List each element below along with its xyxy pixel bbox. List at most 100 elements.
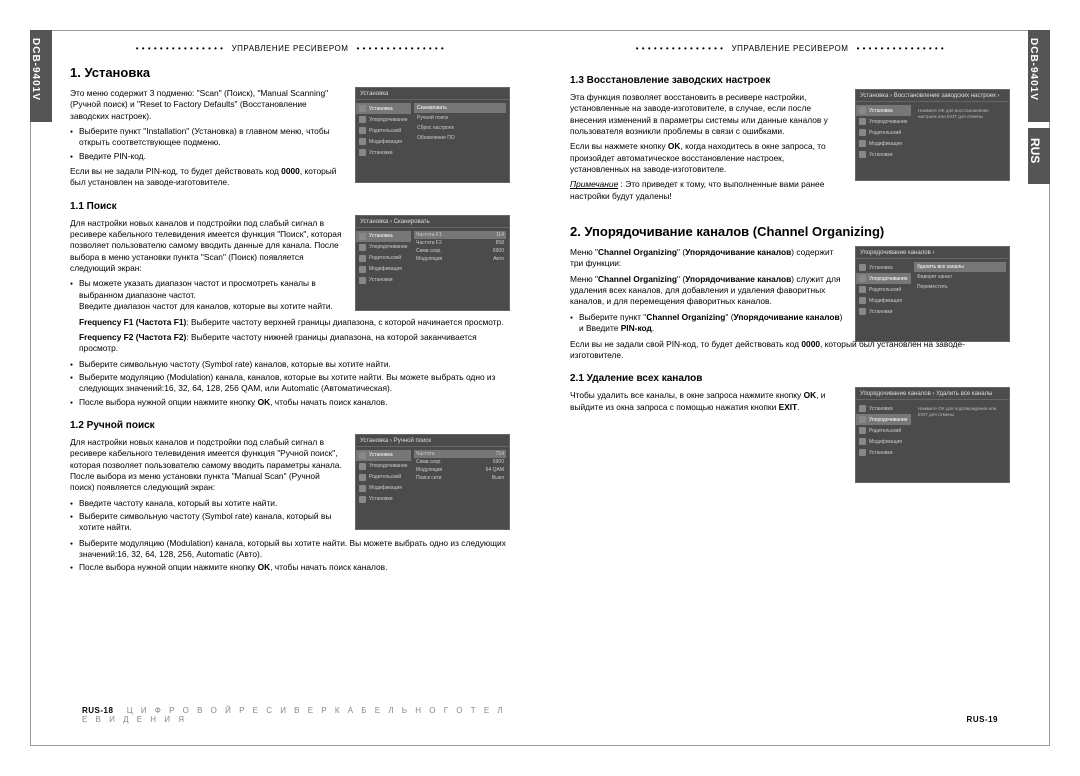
submenu-item: Сканировать <box>414 103 506 113</box>
list-item: Выберите модуляцию (Modulation) канала, … <box>70 538 510 561</box>
paragraph: Это меню содержит 3 подменю: "Scan" (Пои… <box>70 88 345 122</box>
menu-item: Установки <box>856 447 911 458</box>
menu-item: Родительский <box>356 472 411 483</box>
bullet-list: Выберите модуляцию (Modulation) канала, … <box>70 538 510 574</box>
paragraph: Чтобы удалить все каналы, в окне запроса… <box>570 390 845 413</box>
model-label: DCB-9401V <box>1028 30 1039 101</box>
menu-item: Родительский <box>356 125 411 136</box>
screenshot-title: Установка <box>356 88 509 100</box>
menu-item: Родительский <box>356 253 411 264</box>
screenshot-right-pane: Нажмите OK для восстановления настроек и… <box>911 102 1009 176</box>
menu-item: Установка <box>356 103 411 114</box>
screenshot-title: Установка › Сканировать <box>356 216 509 228</box>
page-footer: RUS-18 Ц И Ф Р О В О Й Р Е С И В Е Р К А… <box>70 706 510 724</box>
paragraph: Для настройки новых каналов и подстройки… <box>70 218 345 275</box>
menu-item: Упорядочивание <box>356 242 411 253</box>
bullet-list: Вы можете указать диапазон частот и прос… <box>70 278 345 312</box>
subsection-title: 1.3 Восстановление заводских настроек <box>570 75 1010 86</box>
screenshot-right-pane: Нажмите OK для подтверждения или EXIT дл… <box>911 400 1009 474</box>
hint-text: Нажмите OK для восстановления настроек и… <box>914 105 1006 123</box>
subsection-title: 1.2 Ручной поиск <box>70 420 510 431</box>
field-row: Модуляция64 QAM <box>414 466 506 474</box>
menu-item: Установки <box>356 494 411 505</box>
menu-item: Установка <box>356 231 411 242</box>
model-tab-right: DCB-9401V <box>1028 30 1050 122</box>
section-1-2: 1.2 Ручной поиск Для настройки новых кан… <box>70 420 510 574</box>
screenshot-delete-all: Упорядочивание каналов › Удалить все кан… <box>855 387 1010 483</box>
screenshot-title: Установка › Ручной поиск <box>356 435 509 447</box>
paragraph: Если вы нажмете кнопку OK, когда находит… <box>570 141 845 175</box>
menu-item: Установка <box>856 403 911 414</box>
screenshot-left-menu: Установка Упорядочивание Родительский Мо… <box>856 259 911 333</box>
hint-text: Нажмите OK для подтверждения или EXIT дл… <box>914 403 1006 421</box>
section-title: 1. Установка <box>70 65 510 80</box>
page-number: RUS-18 <box>82 706 113 715</box>
menu-item: Установка <box>856 262 911 273</box>
paragraph: Frequency F2 (Частота F2): Выберите част… <box>70 332 510 355</box>
page-left-content: • • • • • • • • • • • • • • • УПРАВЛЕНИЕ… <box>70 44 510 760</box>
bullet-list: Выберите символьную частоту (Symbol rate… <box>70 359 510 408</box>
screenshot-left-menu: Установка Упорядочивание Родительский Мо… <box>356 228 411 302</box>
menu-item: Установка <box>856 105 911 116</box>
list-item: Введите PIN-код. <box>70 151 345 162</box>
field-row: Симв.скор.6900 <box>414 247 506 255</box>
submenu-item: Обновление ПО <box>414 133 506 143</box>
section-2: 2. Упорядочивание каналов (Channel Organ… <box>570 224 1010 361</box>
subsection-title: 1.1 Поиск <box>70 201 510 212</box>
footer-text: Ц И Ф Р О В О Й Р Е С И В Е Р К А Б Е Л … <box>82 706 506 724</box>
bullet-list: Введите частоту канала, который вы хотит… <box>70 498 345 534</box>
paragraph: Меню "Channel Organizing" (Упорядочивани… <box>570 274 845 308</box>
menu-item: Упорядочивание <box>356 461 411 472</box>
screenshot-left-menu: Установка Упорядочивание Родительский Мо… <box>356 100 411 174</box>
menu-item: Упорядочивание <box>356 114 411 125</box>
menu-item: Модификация <box>356 264 411 275</box>
menu-item: Модификация <box>856 436 911 447</box>
screenshot-title: Установка › Восстановление заводских нас… <box>856 90 1009 102</box>
submenu-item: Ручной поиск <box>414 113 506 123</box>
field-row: Поиск сетиВыкл <box>414 474 506 482</box>
screenshot-title: Упорядочивание каналов › Удалить все кан… <box>856 388 1009 400</box>
section-1-3: 1.3 Восстановление заводских настроек Эт… <box>570 75 1010 202</box>
lang-tab: RUS <box>1028 128 1050 184</box>
lang-label: RUS <box>1028 128 1042 163</box>
list-item: Выберите символьную частоту (Symbol rate… <box>70 511 345 534</box>
list-item: Выберите пункт "Installation" (Установка… <box>70 126 345 149</box>
menu-item: Модификация <box>856 138 911 149</box>
submenu-item: Удалить все каналы <box>914 262 1006 272</box>
two-page-spread: DCB-9401V • • • • • • • • • • • • • • • … <box>0 0 1080 776</box>
screenshot-right-pane: Сканировать Ручной поиск Сброс настроек … <box>411 100 509 174</box>
field-row: Симв.скор.6900 <box>414 458 506 466</box>
running-head: • • • • • • • • • • • • • • • УПРАВЛЕНИЕ… <box>70 44 510 53</box>
field-row: МодуляцияАвто <box>414 255 506 263</box>
page-right-content: • • • • • • • • • • • • • • • УПРАВЛЕНИЕ… <box>570 44 1010 760</box>
screenshot-channel-organizing: Упорядочивание каналов › Установка Упоря… <box>855 246 1010 342</box>
menu-item: Родительский <box>856 425 911 436</box>
menu-item: Установки <box>356 147 411 158</box>
menu-item: Установка <box>356 450 411 461</box>
field-row: Частота F1114 <box>414 231 506 239</box>
menu-item: Установки <box>356 275 411 286</box>
model-tab-left: DCB-9401V <box>30 30 52 122</box>
screenshot-left-menu: Установка Упорядочивание Родительский Мо… <box>856 400 911 474</box>
field-row: Частота714 <box>414 450 506 458</box>
menu-item: Модификация <box>856 295 911 306</box>
list-item: После выбора нужной опции нажмите кнопку… <box>70 562 510 573</box>
menu-item: Установки <box>856 149 911 160</box>
screenshot-factory-reset: Установка › Восстановление заводских нас… <box>855 89 1010 181</box>
screenshot-right-pane: Частота F1114 Частота F2858 Симв.скор.69… <box>411 228 509 302</box>
running-head: • • • • • • • • • • • • • • • УПРАВЛЕНИЕ… <box>570 44 1010 53</box>
note: Примечание : Это приведет к тому, что вы… <box>570 179 845 202</box>
section-1-1: 1.1 Поиск Для настройки новых каналов и … <box>70 201 510 408</box>
list-item: Вы можете указать диапазон частот и прос… <box>70 278 345 312</box>
menu-item: Родительский <box>856 284 911 295</box>
list-item: Выберите пункт "Channel Organizing" (Упо… <box>570 312 845 335</box>
screenshot-right-pane: Удалить все каналы Фаворит канал Перемес… <box>911 259 1009 333</box>
page-left: DCB-9401V • • • • • • • • • • • • • • • … <box>0 0 540 776</box>
screenshot-manual-scan: Установка › Ручной поиск Установка Упоря… <box>355 434 510 530</box>
submenu-item: Переместить <box>914 282 1006 292</box>
list-item: Выберите символьную частоту (Symbol rate… <box>70 359 510 370</box>
screenshot-scan: Установка › Сканировать Установка Упоряд… <box>355 215 510 311</box>
section-title: 2. Упорядочивание каналов (Channel Organ… <box>570 224 1010 239</box>
menu-item: Родительский <box>856 127 911 138</box>
menu-item: Модификация <box>356 483 411 494</box>
